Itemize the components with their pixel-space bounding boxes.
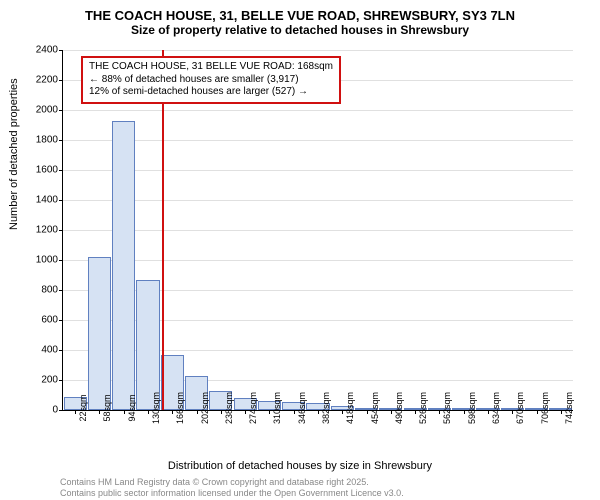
- x-tick-mark: [318, 410, 319, 414]
- x-tick-mark: [197, 410, 198, 414]
- x-tick-label: 58sqm: [102, 394, 112, 421]
- y-tick-label: 800: [23, 285, 58, 296]
- property-marker-line: [162, 50, 164, 410]
- chart-title-sub: Size of property relative to detached ho…: [0, 23, 600, 41]
- x-tick-label: 310sqm: [272, 392, 282, 424]
- x-tick-label: 346sqm: [297, 392, 307, 424]
- y-tick-mark: [59, 200, 63, 201]
- chart-footer: Contains HM Land Registry data © Crown c…: [60, 477, 404, 499]
- x-tick-label: 634sqm: [491, 392, 501, 424]
- x-tick-label: 562sqm: [442, 392, 452, 424]
- x-tick-mark: [464, 410, 465, 414]
- x-tick-label: 94sqm: [127, 394, 137, 421]
- x-tick-mark: [148, 410, 149, 414]
- y-tick-mark: [59, 230, 63, 231]
- y-tick-mark: [59, 80, 63, 81]
- gridline: [63, 260, 573, 261]
- y-tick-mark: [59, 380, 63, 381]
- footer-line1: Contains HM Land Registry data © Crown c…: [60, 477, 404, 488]
- x-tick-label: 274sqm: [248, 392, 258, 424]
- gridline: [63, 200, 573, 201]
- y-tick-label: 1800: [23, 135, 58, 146]
- y-tick-mark: [59, 110, 63, 111]
- y-tick-mark: [59, 50, 63, 51]
- y-tick-mark: [59, 410, 63, 411]
- x-tick-mark: [439, 410, 440, 414]
- chart-plot-area: 0200400600800100012001400160018002000220…: [62, 50, 573, 411]
- x-tick-mark: [294, 410, 295, 414]
- x-tick-mark: [367, 410, 368, 414]
- x-tick-mark: [561, 410, 562, 414]
- annotation-line3: 12% of semi-detached houses are larger (…: [89, 86, 333, 99]
- x-tick-mark: [391, 410, 392, 414]
- annotation-line2: ← 88% of detached houses are smaller (3,…: [89, 74, 333, 87]
- y-tick-mark: [59, 350, 63, 351]
- y-tick-label: 0: [23, 405, 58, 416]
- y-tick-label: 1600: [23, 165, 58, 176]
- x-tick-label: 238sqm: [224, 392, 234, 424]
- y-tick-label: 2400: [23, 45, 58, 56]
- y-axis-label: Number of detached properties: [8, 78, 20, 230]
- y-tick-label: 600: [23, 315, 58, 326]
- histogram-bar: [136, 280, 159, 411]
- x-tick-mark: [221, 410, 222, 414]
- x-tick-label: 166sqm: [175, 392, 185, 424]
- y-tick-label: 400: [23, 345, 58, 356]
- x-tick-mark: [75, 410, 76, 414]
- histogram-bar: [88, 257, 111, 410]
- y-tick-mark: [59, 290, 63, 291]
- y-tick-label: 1000: [23, 255, 58, 266]
- x-tick-mark: [172, 410, 173, 414]
- x-tick-mark: [245, 410, 246, 414]
- x-tick-label: 130sqm: [151, 392, 161, 424]
- x-tick-label: 202sqm: [200, 392, 210, 424]
- histogram-bar: [112, 121, 135, 411]
- y-tick-label: 1400: [23, 195, 58, 206]
- gridline: [63, 50, 573, 51]
- property-annotation: THE COACH HOUSE, 31 BELLE VUE ROAD: 168s…: [81, 56, 341, 104]
- y-tick-label: 2200: [23, 75, 58, 86]
- x-tick-label: 418sqm: [345, 392, 355, 424]
- gridline: [63, 110, 573, 111]
- y-tick-mark: [59, 320, 63, 321]
- x-tick-mark: [415, 410, 416, 414]
- x-tick-label: 526sqm: [418, 392, 428, 424]
- footer-line2: Contains public sector information licen…: [60, 488, 404, 499]
- gridline: [63, 170, 573, 171]
- gridline: [63, 140, 573, 141]
- chart-title-main: THE COACH HOUSE, 31, BELLE VUE ROAD, SHR…: [0, 0, 600, 23]
- x-tick-label: 454sqm: [370, 392, 380, 424]
- x-tick-mark: [342, 410, 343, 414]
- y-tick-label: 2000: [23, 105, 58, 116]
- y-tick-label: 1200: [23, 225, 58, 236]
- x-tick-mark: [124, 410, 125, 414]
- chart-container: THE COACH HOUSE, 31, BELLE VUE ROAD, SHR…: [0, 0, 600, 500]
- x-tick-mark: [512, 410, 513, 414]
- x-tick-mark: [269, 410, 270, 414]
- x-tick-label: 742sqm: [564, 392, 574, 424]
- y-tick-label: 200: [23, 375, 58, 386]
- x-tick-label: 598sqm: [467, 392, 477, 424]
- y-tick-mark: [59, 170, 63, 171]
- y-tick-mark: [59, 140, 63, 141]
- x-tick-mark: [99, 410, 100, 414]
- x-tick-label: 706sqm: [540, 392, 550, 424]
- x-tick-label: 670sqm: [515, 392, 525, 424]
- x-tick-label: 382sqm: [321, 392, 331, 424]
- y-tick-mark: [59, 260, 63, 261]
- x-tick-mark: [537, 410, 538, 414]
- x-tick-mark: [488, 410, 489, 414]
- gridline: [63, 230, 573, 231]
- x-axis-label: Distribution of detached houses by size …: [0, 460, 600, 472]
- x-tick-label: 490sqm: [394, 392, 404, 424]
- annotation-line1: THE COACH HOUSE, 31 BELLE VUE ROAD: 168s…: [89, 61, 333, 74]
- x-tick-label: 22sqm: [78, 394, 88, 421]
